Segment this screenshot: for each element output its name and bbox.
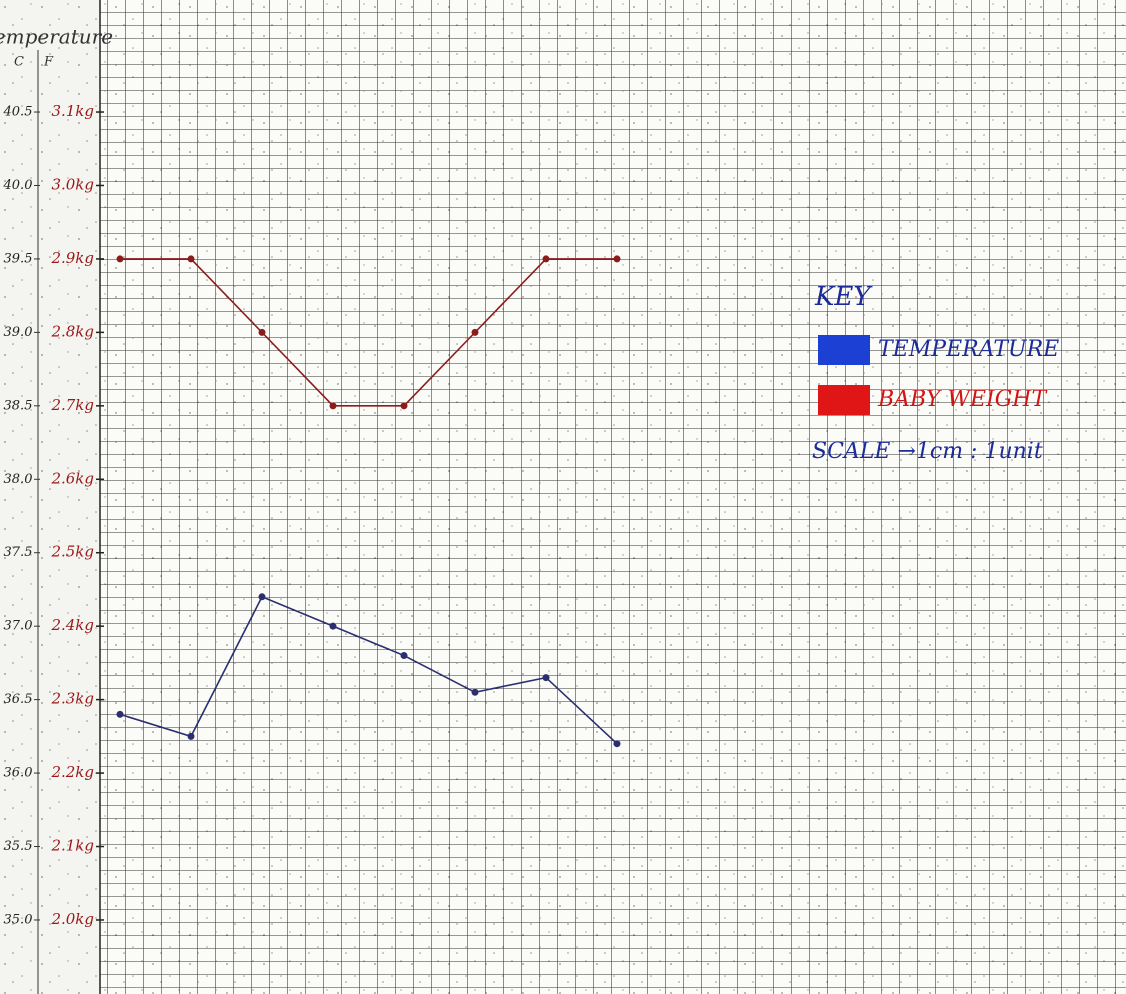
data-point (472, 329, 479, 336)
y-tick-label: 2.1kg (50, 837, 94, 855)
legend-swatch (818, 335, 870, 365)
y2-tick-label: 38.5 (4, 398, 33, 413)
data-point (401, 652, 408, 659)
data-point (259, 329, 266, 336)
y2-tick-label: 39.5 (4, 251, 33, 266)
y2-tick-label: 35.0 (4, 912, 33, 927)
y-tick-label: 2.4kg (50, 616, 94, 634)
data-point (330, 623, 337, 630)
y2-tick-label: 37.5 (4, 545, 33, 560)
y-tick-label: 2.2kg (50, 763, 94, 781)
y-tick-label: 2.6kg (50, 469, 94, 487)
y2-tick-label: 38.0 (4, 472, 33, 487)
scale-note: SCALE →1cm : 1unit (812, 439, 1043, 464)
y-tick-label: 2.7kg (50, 396, 94, 414)
data-point (259, 593, 266, 600)
y2-tick-label: 36.5 (4, 692, 33, 707)
y2-tick-label: 35.5 (4, 839, 33, 854)
axis-title: Temperature (0, 25, 113, 49)
axis-header: C (14, 55, 24, 70)
y-tick-label: 2.8kg (50, 322, 94, 340)
page: {"chart_data": { "type": "line", "axis_t… (0, 0, 1126, 994)
data-point (543, 255, 550, 262)
y2-tick-label: 40.5 (3, 105, 33, 120)
y-tick-label: 2.9kg (50, 249, 94, 267)
data-point (330, 402, 337, 409)
y-tick-label: 3.0kg (51, 175, 94, 193)
data-point (614, 740, 621, 747)
data-point (117, 255, 124, 262)
data-point (472, 689, 479, 696)
data-point (188, 733, 195, 740)
legend-swatch (818, 385, 870, 415)
paper-speckle (0, 0, 1126, 994)
y2-tick-label: 40.0 (3, 178, 33, 193)
y-tick-label: 2.0kg (50, 910, 94, 928)
data-point (117, 711, 124, 718)
y2-tick-label: 39.0 (4, 325, 33, 340)
data-point (614, 255, 621, 262)
y-tick-label: 2.3kg (50, 690, 94, 708)
data-point (188, 255, 195, 262)
data-point (401, 402, 408, 409)
y2-tick-label: 36.0 (4, 766, 33, 781)
chart: Temperature C F KEY SCALE →1cm : 1unit B… (0, 0, 1126, 994)
data-point (543, 674, 550, 681)
y-tick-label: 3.1kg (51, 102, 94, 120)
legend-label: TEMPERATURE (878, 337, 1059, 362)
axis-header: F (43, 55, 54, 70)
y-tick-label: 2.5kg (50, 543, 94, 561)
y2-tick-label: 37.0 (4, 619, 33, 634)
legend-label: BABY WEIGHT (877, 387, 1048, 412)
legend-title: KEY (814, 282, 873, 312)
